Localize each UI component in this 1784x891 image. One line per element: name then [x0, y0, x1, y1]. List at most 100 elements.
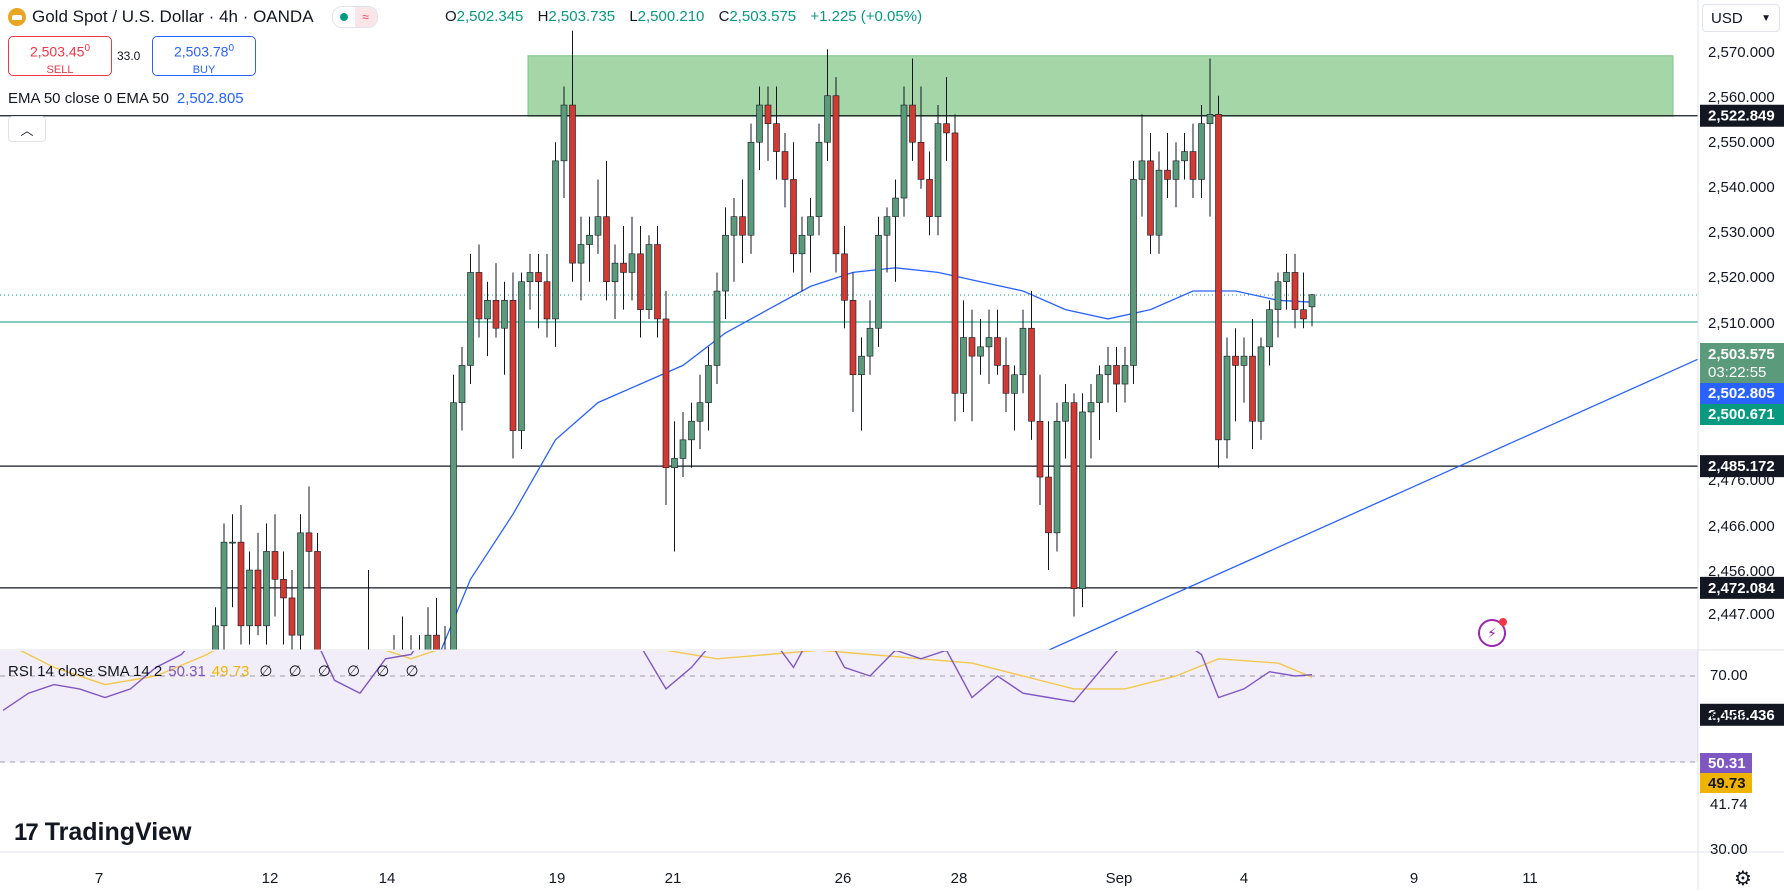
sell-button[interactable]: 2,503.450 SELL	[8, 36, 112, 76]
x-tick-label: 28	[951, 870, 968, 887]
candle	[433, 597, 440, 650]
candle	[696, 374, 704, 450]
candle-body	[492, 300, 500, 329]
candle	[458, 346, 466, 431]
candle	[1164, 132, 1171, 199]
candle	[730, 198, 738, 282]
collapse-legend-button[interactable]: ︿	[8, 116, 46, 142]
candle-body	[620, 262, 627, 273]
chevron-down-icon: ▼	[1761, 13, 1771, 24]
candle	[569, 30, 576, 282]
candle	[1266, 300, 1273, 366]
candle	[1308, 293, 1316, 327]
candle-body	[900, 104, 908, 199]
y-tick-label: 2,530.000	[1708, 224, 1775, 241]
candle	[798, 216, 806, 292]
candle-body	[314, 551, 321, 650]
candle-body	[790, 179, 797, 255]
candle-body	[288, 597, 296, 636]
y-tick-label: 2,520.000	[1708, 269, 1775, 286]
candle	[288, 570, 296, 650]
candle	[509, 272, 517, 459]
candle	[402, 616, 403, 650]
currency-select[interactable]: USD ▼	[1702, 4, 1780, 32]
candle-body	[671, 458, 678, 469]
rsi-tick-label: 70.00	[1710, 667, 1748, 684]
candle	[994, 309, 1001, 375]
candle-body	[424, 634, 432, 650]
candle-body	[1232, 355, 1239, 366]
candle	[875, 216, 882, 347]
candle	[985, 309, 993, 385]
resistance-zone	[527, 55, 1674, 117]
ask-price-tag	[1700, 404, 1784, 425]
candle-body	[458, 365, 466, 403]
candle	[220, 523, 228, 650]
candle	[781, 132, 789, 208]
level-price-tag	[1700, 455, 1784, 478]
candle-body	[1147, 160, 1154, 236]
candle-body	[764, 104, 772, 124]
candle	[1257, 337, 1265, 440]
candle	[501, 281, 508, 375]
x-tick-label: 19	[549, 870, 566, 887]
candle	[892, 179, 899, 282]
candle	[620, 225, 627, 310]
candle-body	[1206, 114, 1214, 124]
candle-body	[756, 104, 763, 143]
candle-body	[807, 216, 814, 236]
candle-body	[611, 262, 619, 283]
ema-legend[interactable]: EMA 50 close 0 EMA 50 2,502.805	[8, 90, 244, 107]
candle-body	[1155, 169, 1163, 236]
candle-body	[705, 365, 712, 403]
last-price-label: 2,503.575	[1708, 346, 1775, 363]
candle-body	[543, 281, 551, 320]
x-tick-label: 12	[262, 870, 279, 887]
candle-body	[196, 858, 202, 877]
candle-body	[467, 272, 474, 366]
candle-body	[628, 253, 636, 273]
rsi-legend[interactable]: RSI 14 close SMA 14 2 50.31 49.73 ∅ ∅ ∅ ∅ ∅…	[8, 663, 425, 680]
buy-button[interactable]: 2,503.780 BUY	[152, 36, 256, 76]
candle-body	[1070, 402, 1078, 589]
candle-body	[917, 141, 925, 180]
candle-body	[509, 300, 517, 431]
candle	[841, 225, 848, 329]
candle	[1062, 384, 1069, 459]
chevron-up-icon: ︿	[20, 122, 34, 138]
candle	[1130, 160, 1137, 385]
level-price-label: 2,522.849	[1708, 108, 1775, 125]
rsi-value-tag	[1700, 753, 1752, 773]
symbol-legend[interactable]: Gold Spot / U.S. Dollar · 4h · OANDA ≈	[8, 6, 378, 28]
candle-body	[484, 300, 491, 320]
gear-icon[interactable]: ⚙	[1734, 868, 1752, 890]
candle-body	[1291, 272, 1299, 310]
candle-body	[1096, 374, 1103, 403]
ema-price-label: 2,502.805	[1708, 385, 1775, 402]
candle-body	[237, 541, 245, 627]
level-price-label: 2,458.436	[1708, 707, 1775, 724]
candle	[1181, 132, 1188, 180]
rsi-tick-label: 60.89	[1710, 708, 1748, 725]
candle-body	[968, 337, 976, 357]
market-open-icon	[333, 7, 355, 27]
candle	[1045, 421, 1052, 571]
candle-body	[1181, 151, 1188, 162]
candle	[535, 253, 542, 329]
candle	[1087, 384, 1095, 459]
main-pane	[0, 30, 1698, 877]
status-pills: ≈	[331, 6, 378, 28]
candle-body	[1028, 327, 1035, 422]
candle-body	[1266, 309, 1273, 348]
candle	[305, 486, 313, 589]
candle-body	[1240, 355, 1248, 366]
candle-body	[951, 132, 959, 394]
tradingview-logo-icon: 17	[14, 818, 39, 846]
candle	[883, 207, 891, 273]
candle-body	[994, 337, 1001, 366]
candle-body	[1002, 365, 1010, 394]
candle	[832, 77, 840, 273]
lightning-icon[interactable]: ⚡	[1478, 618, 1507, 647]
candle	[637, 225, 644, 338]
candle-body	[204, 812, 210, 859]
